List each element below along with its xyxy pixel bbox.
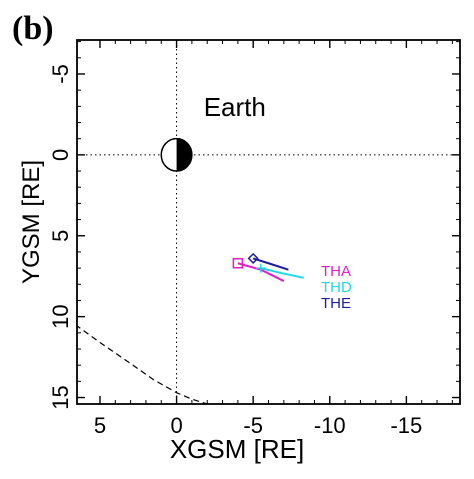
x-tick-label: -5 — [243, 413, 263, 438]
legend-entry-the: THE — [321, 295, 351, 312]
earth-label: Earth — [204, 92, 266, 122]
y-tick-label: 15 — [48, 385, 73, 409]
legend-entry-tha: THA — [321, 263, 351, 280]
y-tick-label: 10 — [48, 304, 73, 328]
panel-label: (b) — [12, 10, 54, 47]
x-tick-label: 5 — [94, 413, 106, 438]
x-tick-label: 0 — [170, 413, 182, 438]
y-tick-label: 0 — [48, 149, 73, 161]
plot-frame — [76, 39, 461, 405]
x-tick-label: -10 — [314, 413, 346, 438]
legend-entry-thd: THD — [321, 279, 352, 296]
x-tick-label: -15 — [390, 413, 422, 438]
trajectory-the — [252, 257, 289, 271]
y-tick-label: -5 — [48, 64, 73, 84]
plot-area: Earth — [77, 40, 460, 404]
earth-night-side — [176, 138, 192, 172]
marker-the — [247, 252, 259, 264]
magnetopause-boundary — [77, 325, 208, 404]
trajectory-thd — [260, 267, 304, 279]
marker-tha — [232, 258, 244, 269]
x-axis-title: XGSM [RE] — [169, 434, 305, 464]
y-axis-title: YGSM [RE] — [18, 160, 45, 284]
y-tick-label: 5 — [48, 230, 73, 242]
marker-thd — [256, 263, 266, 273]
